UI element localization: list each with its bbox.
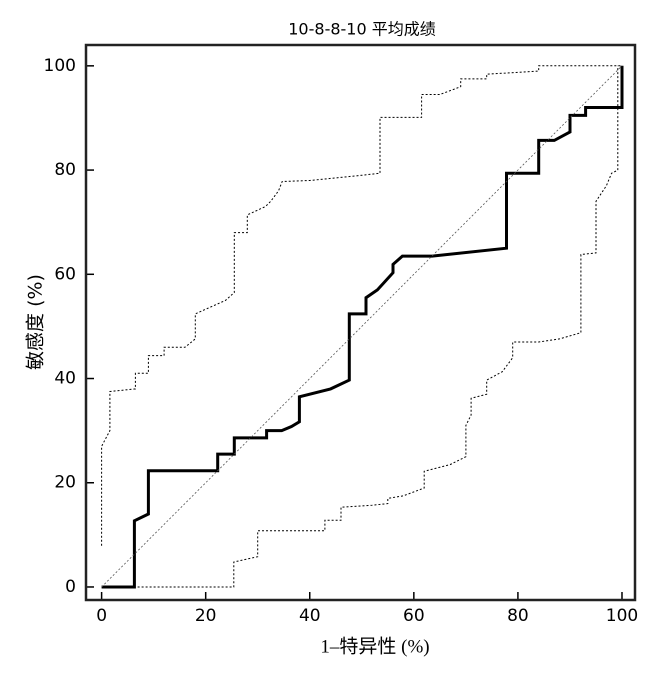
y-tick-label: 100 bbox=[44, 56, 76, 76]
ci-line bbox=[101, 65, 622, 546]
x-tick-label: 40 bbox=[299, 606, 321, 626]
y-tick-label: 40 bbox=[54, 369, 76, 389]
chart-title: 10-8-8-10 平均成绩 bbox=[288, 20, 436, 39]
x-tick-label: 60 bbox=[403, 606, 425, 626]
x-axis-label: 1–特异性 (%) bbox=[320, 635, 429, 657]
x-tick-label: 80 bbox=[507, 606, 529, 626]
roc-line bbox=[101, 65, 624, 589]
x-tick-label: 0 bbox=[96, 606, 107, 626]
y-axis-label: 敏感度 (%) bbox=[25, 274, 47, 370]
y-tick-label: 60 bbox=[54, 264, 76, 284]
y-tick-label: 0 bbox=[65, 577, 76, 597]
ci-line bbox=[101, 65, 619, 588]
ci-line bbox=[101, 65, 623, 588]
plot-frame bbox=[84, 43, 637, 602]
x-tick-label: 100 bbox=[606, 606, 638, 626]
y-tick-label: 20 bbox=[54, 473, 76, 493]
x-tick-label: 20 bbox=[195, 606, 217, 626]
y-tick-label: 80 bbox=[54, 160, 76, 180]
